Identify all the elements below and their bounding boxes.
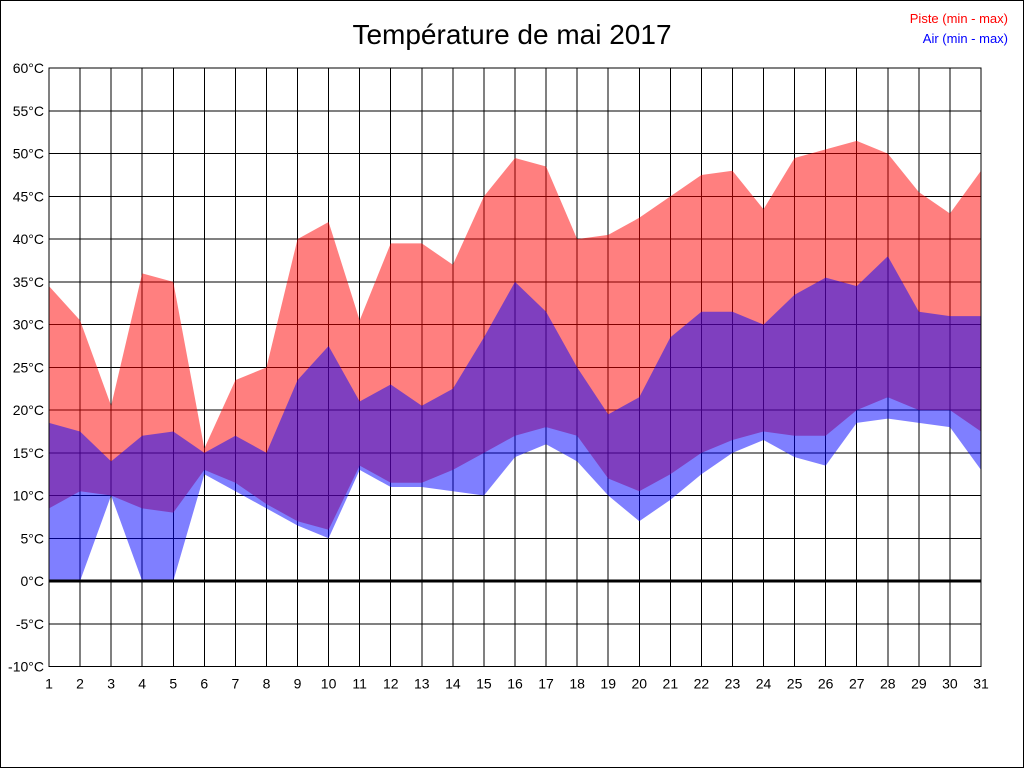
x-tick-label: 20 [631,676,647,692]
x-tick-label: 16 [507,676,523,692]
y-tick-label: 45°C [13,188,44,204]
legend-air-label: Air (min - max) [922,31,1008,46]
x-tick-label: 31 [973,676,989,692]
y-tick-label: 0°C [21,573,45,589]
plot-frame [48,67,982,667]
x-tick-label: 6 [200,676,208,692]
x-tick-label: 21 [663,676,679,692]
legend-piste-label: Piste (min - max) [909,11,1008,26]
x-tick-label: 25 [787,676,803,692]
y-tick-label: 30°C [13,317,44,333]
x-tick-label: 2 [76,676,84,692]
y-axis-labels: 60°C 55°C 50°C 45°C 40°C 35°C 30°C 25°C 20°C 15°C… [8,60,44,674]
y-tick-label: 50°C [13,146,44,162]
x-tick-label: 29 [911,676,927,692]
x-axis-labels: 1 2 3 4 5 6 7 8 9 10 11 12 13 14 15 16 17 18 19 20 21 22 23 24 2… [45,676,989,692]
x-tick-label: 24 [756,676,772,692]
x-tick-label: 7 [232,676,240,692]
y-tick-label: -10°C [8,659,44,675]
chart-legend: Piste (min - max) Air (min - max) [910,9,1008,49]
page-title: Température de mai 2017 [352,19,672,50]
x-tick-label: 28 [880,676,896,692]
y-tick-label: 55°C [13,103,44,119]
y-tick-label: 25°C [13,359,44,375]
x-tick-label: 3 [107,676,115,692]
y-tick-label: -5°C [16,616,44,632]
x-tick-label: 11 [352,676,367,692]
x-tick-label: 1 [45,676,53,692]
x-tick-label: 14 [445,676,461,692]
x-tick-label: 10 [321,676,337,692]
temperature-bands [49,140,981,582]
y-tick-label: 10°C [13,488,44,504]
x-tick-label: 18 [569,676,585,692]
x-tick-label: 9 [294,676,302,692]
x-tick-label: 15 [476,676,492,692]
x-tick-label: 8 [263,676,271,692]
x-tick-label: 23 [725,676,741,692]
air-band [49,256,981,582]
x-tick-label: 5 [169,676,177,692]
y-tick-label: 35°C [13,274,44,290]
y-tick-label: 5°C [21,530,45,546]
x-tick-label: 12 [383,676,399,692]
x-tick-label: 17 [538,676,554,692]
x-tick-label: 19 [600,676,616,692]
y-tick-label: 60°C [13,60,44,76]
x-tick-label: 26 [818,676,834,692]
x-tick-label: 4 [138,676,146,692]
x-tick-label: 30 [942,676,958,692]
y-tick-label: 40°C [13,231,44,247]
x-tick-label: 27 [849,676,865,692]
y-tick-label: 15°C [13,445,44,461]
x-tick-label: 13 [414,676,430,692]
y-tick-label: 20°C [13,402,44,418]
x-tick-label: 22 [694,676,710,692]
